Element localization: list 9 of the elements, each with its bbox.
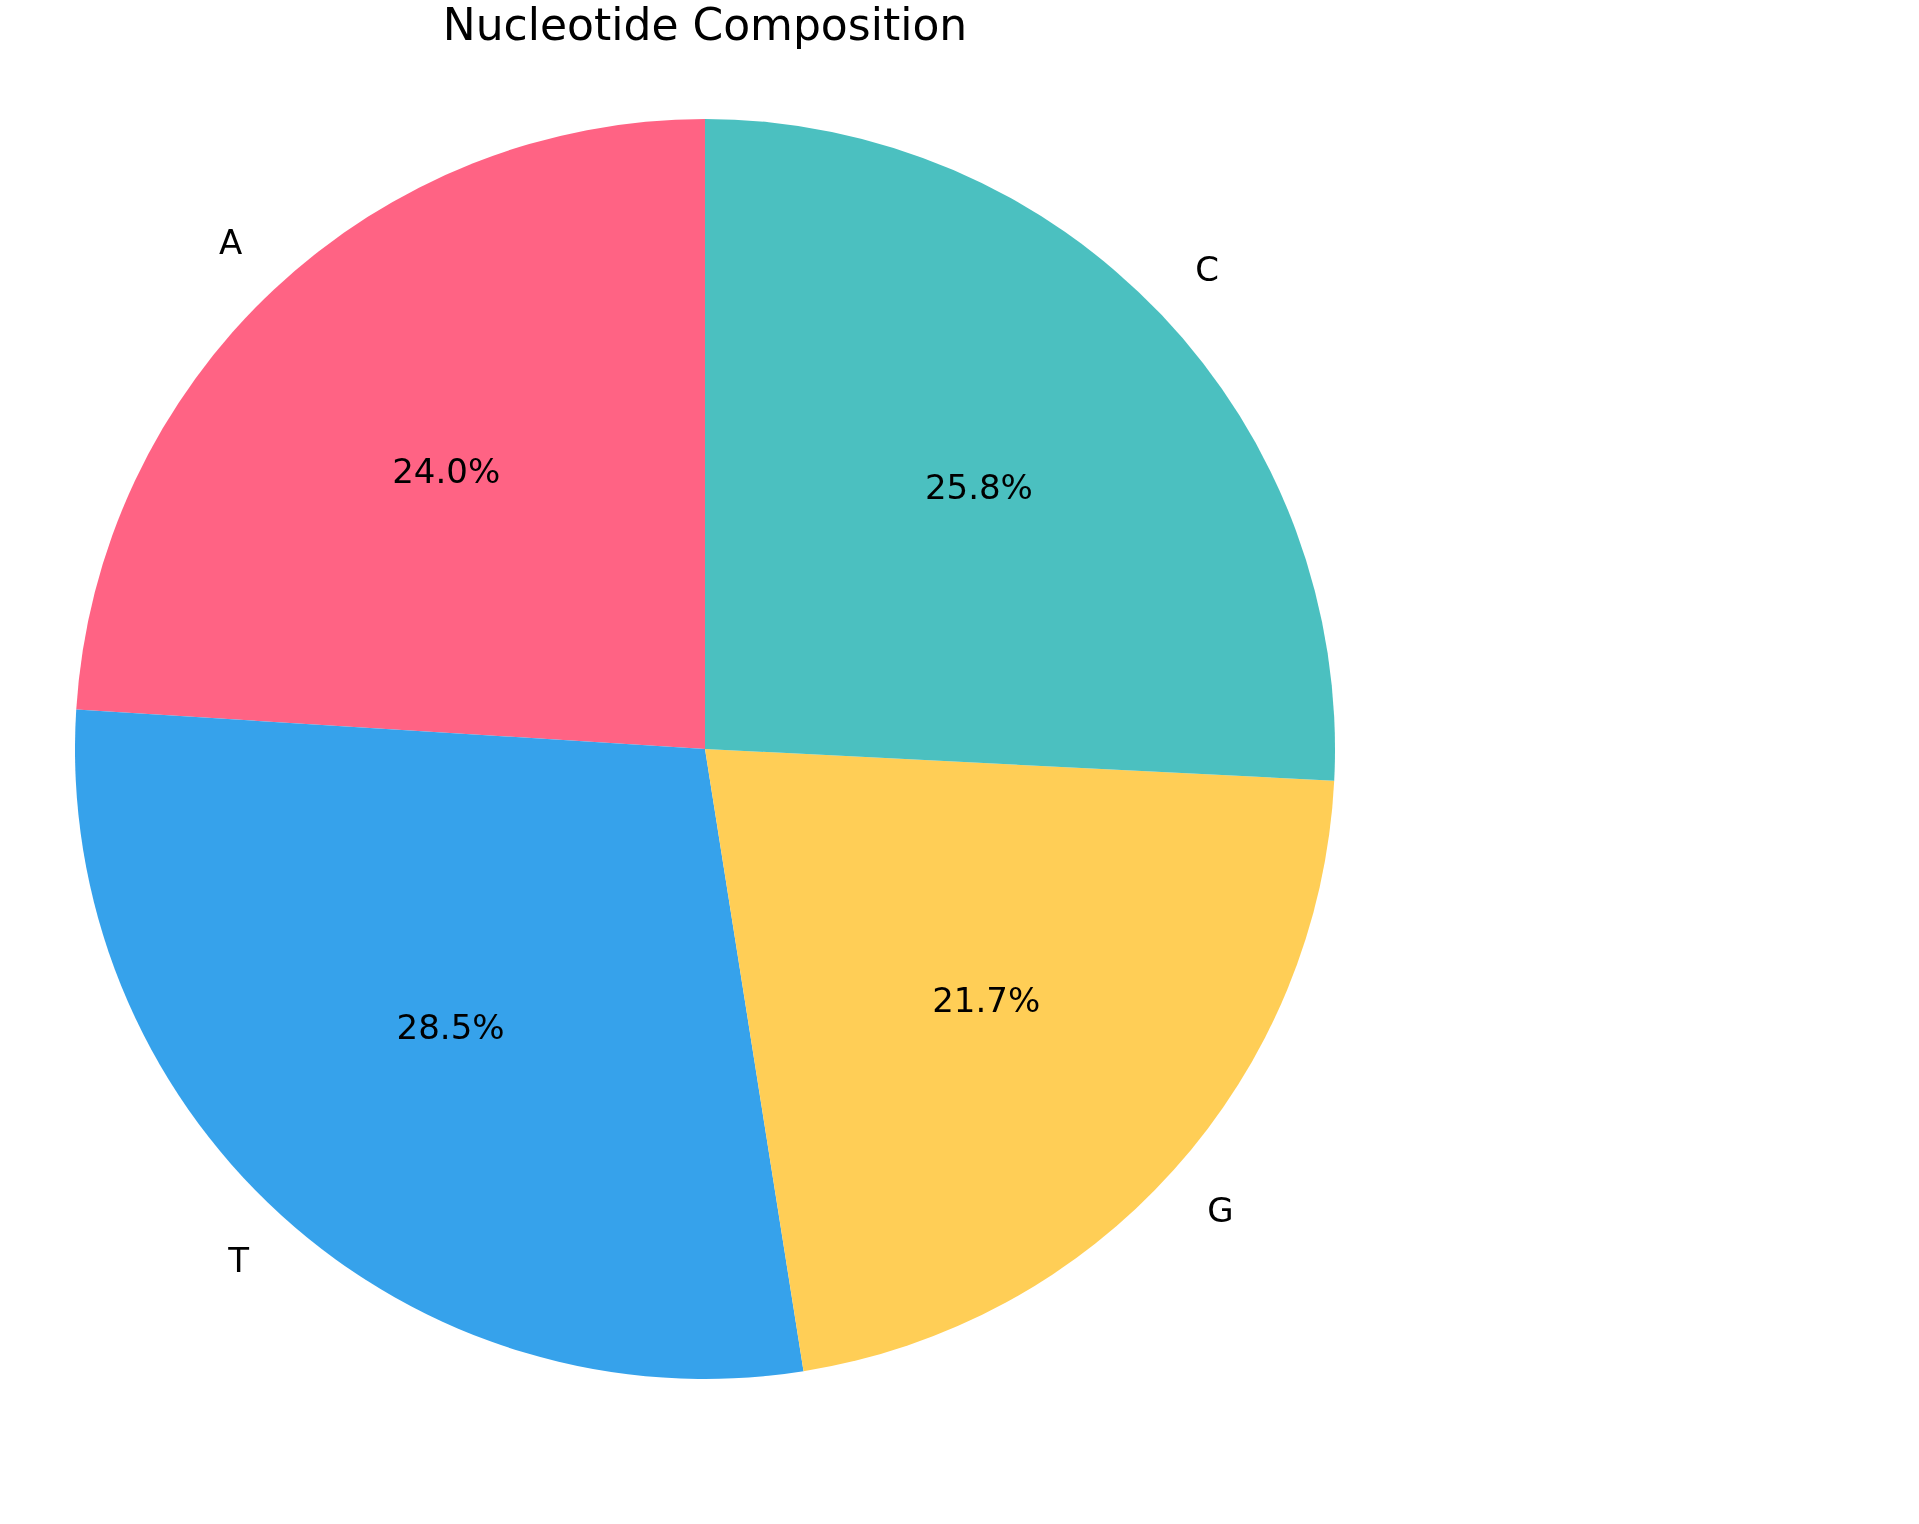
data-label: 25.8% (924, 466, 1033, 507)
slice-label: C (1195, 249, 1220, 290)
data-label: 24.0% (392, 451, 501, 492)
data-label: 28.5% (396, 1006, 505, 1047)
slice-label: T (227, 1239, 250, 1280)
data-label: 21.7% (932, 979, 1041, 1020)
slice-label: G (1207, 1190, 1234, 1231)
slice-label: A (218, 221, 243, 262)
chart-title: Nucleotide Composition (442, 0, 968, 50)
